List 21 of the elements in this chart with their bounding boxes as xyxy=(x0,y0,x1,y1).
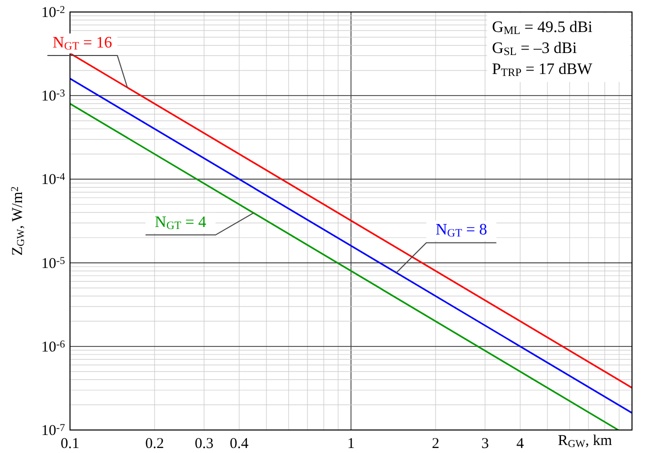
y-tick-label: 10$^{-4}$ xyxy=(41,172,66,188)
y-tick-label: 10$^{-7}$ xyxy=(41,423,65,439)
x-tick-label: 4 xyxy=(516,436,524,452)
series-label: N$_{GT}$ = 16 xyxy=(52,34,112,52)
x-tick-label: 2 xyxy=(432,436,440,452)
x-tick-label: 0.2 xyxy=(145,436,164,452)
x-axis-title: R$_{GW}$, km xyxy=(558,433,612,450)
x-tick-label: 3 xyxy=(481,436,489,452)
y-tick-label: 10$^{-5}$ xyxy=(41,256,65,272)
y-tick-label: 10$^{-2}$ xyxy=(41,5,65,21)
annotation: G$_{ML}$ = 49.5 dBi xyxy=(492,19,594,37)
series-label: N$_{GT}$ = 4 xyxy=(154,214,206,232)
x-tick-label: 0.3 xyxy=(194,436,214,452)
annotation: P$_{TRP}$ = 17 dBW xyxy=(492,61,594,79)
y-tick-label: 10$^{-6}$ xyxy=(41,339,65,356)
x-tick-label: 0.4 xyxy=(230,436,250,452)
annotation: G$_{SL}$ = –3 dBi xyxy=(492,40,578,58)
text: N$_{GT}$ = 8 xyxy=(436,222,488,240)
x-tick-label: 0.1 xyxy=(60,436,80,452)
y-tick-label: 10$^{-3}$ xyxy=(41,88,65,105)
x-tick-label: 1 xyxy=(347,436,355,452)
